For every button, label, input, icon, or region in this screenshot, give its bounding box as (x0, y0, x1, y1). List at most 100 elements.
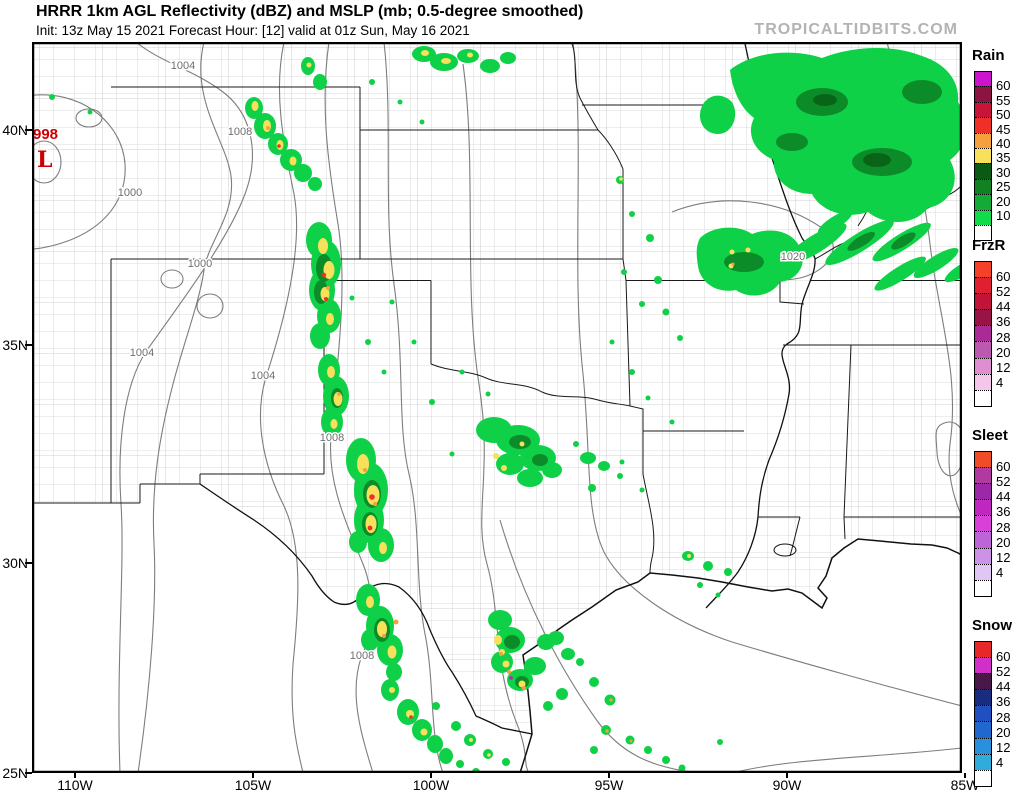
legend-color-box (975, 262, 991, 278)
lat-tick-mark (25, 562, 32, 564)
site-watermark: TROPICALTIDBITS.COM (754, 21, 958, 38)
legend-color-box (975, 194, 991, 210)
legend-title: Sleet (972, 427, 1008, 444)
mslp-contours (32, 42, 962, 773)
legend-value-label: 36 (996, 504, 1011, 520)
legend-value-label: 12 (996, 739, 1011, 755)
legend-value-label: 52 (996, 284, 1011, 300)
gulf-coastline (519, 538, 962, 773)
lat-tick-mark (25, 129, 32, 131)
reflectivity-layer (49, 46, 962, 773)
legend-color-box (975, 389, 991, 406)
legend-color-box (975, 563, 991, 580)
legend-color-box (975, 72, 991, 87)
reflectivity-magenta (509, 676, 513, 680)
contour-label: 1008 (320, 432, 344, 444)
legend-value-label: 36 (996, 314, 1011, 330)
legend-value-label: 36 (996, 694, 1011, 710)
lon-label: 85W (950, 777, 980, 793)
legend-value-label: 60 (996, 269, 1011, 285)
low-pressure-symbol: L (37, 147, 52, 173)
legend-value-label: 4 (996, 374, 1004, 390)
lat-label: 30N (2, 555, 28, 571)
legend-title: FrzR (972, 237, 1006, 254)
legend-color-box (975, 325, 991, 342)
contour-label: 1004 (130, 347, 154, 359)
lat-label: 25N (2, 765, 28, 781)
lon-tick-mark (74, 773, 76, 778)
legend-colorbar (974, 71, 992, 242)
contour-label: 1000 (188, 258, 212, 270)
lat-label: 35N (2, 337, 28, 353)
legend-color-box (975, 721, 991, 738)
legend-color-box (975, 499, 991, 516)
legend-colorbar (974, 451, 992, 597)
lat-tick-mark (25, 772, 32, 774)
legend-value-label: 44 (996, 489, 1011, 505)
legend-color-box (975, 178, 991, 195)
legend-value-label: 20 (996, 724, 1011, 740)
lon-label: 105W (234, 777, 272, 793)
lat-tick-mark (25, 344, 32, 346)
legend-color-box (975, 642, 991, 658)
map-canvas: 1004 1008 1000 1000 1004 1004 1008 1008 1020 998… (32, 42, 962, 773)
map-frame (32, 42, 962, 773)
legend-value-label: 10 (996, 208, 1011, 223)
lon-tick-mark (430, 773, 432, 778)
legend-value-label: 20 (996, 344, 1011, 360)
legend-color-box (975, 293, 991, 310)
contour-label: 1008 (228, 126, 252, 138)
rio-grande-river (199, 483, 533, 735)
legend-color-box (975, 224, 991, 241)
legend-value-label: 12 (996, 359, 1011, 375)
legend-value-label: 60 (996, 649, 1011, 665)
legend-color-box (975, 86, 991, 102)
reflectivity-legend: Rain 60 55 50 45 40 35 30 25 20 10 FrzR 60 52 44 36 28 20… (966, 42, 1024, 787)
legend-value-label: 4 (996, 564, 1004, 580)
reflectivity-yellow (251, 50, 751, 757)
legend-colorbar (974, 641, 992, 787)
legend-value-label: 30 (996, 164, 1011, 180)
contour-label: 1008 (350, 650, 374, 662)
legend-value-label: 52 (996, 474, 1011, 490)
lat-label: 40N (2, 122, 28, 138)
legend-color-box (975, 547, 991, 564)
legend-colorbar (974, 261, 992, 407)
legend-value-label: 55 (996, 92, 1011, 108)
legend-color-box (975, 737, 991, 754)
contour-labels: 1004 1008 1000 1000 1004 1004 1008 1008 1020 (116, 59, 806, 664)
legend-color-box (975, 117, 991, 133)
legend-color-box (975, 705, 991, 722)
legend-color-box (975, 467, 991, 484)
reflectivity-red (277, 144, 413, 719)
init-forecast-line: Init: 13z May 15 2021 Forecast Hour: [12… (36, 23, 470, 38)
legend-value-label: 20 (996, 193, 1011, 209)
legend-value-label: 20 (996, 534, 1011, 550)
contour-label: 1020 (781, 251, 805, 263)
lon-label: 90W (772, 777, 802, 793)
contour-label: 1000 (118, 187, 142, 199)
legend-value-label: 28 (996, 709, 1011, 725)
legend-title: Rain (972, 47, 1005, 64)
legend-color-box (975, 753, 991, 770)
legend-value-label: 12 (996, 549, 1011, 565)
legend-color-box (975, 531, 991, 548)
legend-value-label: 28 (996, 519, 1011, 535)
legend-value-label: 44 (996, 299, 1011, 315)
lon-tick-mark (786, 773, 788, 778)
legend-color-box (975, 673, 991, 690)
mississippi-river (705, 43, 816, 609)
legend-value-label: 25 (996, 179, 1011, 195)
legend-value-label: 60 (996, 459, 1011, 475)
legend-color-box (975, 132, 991, 148)
legend-color-box (975, 515, 991, 532)
legend-color-box (975, 579, 991, 596)
rivers-coastline (199, 43, 962, 773)
legend-color-box (975, 277, 991, 294)
legend-color-box (975, 373, 991, 390)
legend-value-label: 4 (996, 754, 1004, 770)
legend-color-box (975, 689, 991, 706)
legend-color-box (975, 209, 991, 225)
reflectivity-orange (266, 126, 735, 743)
